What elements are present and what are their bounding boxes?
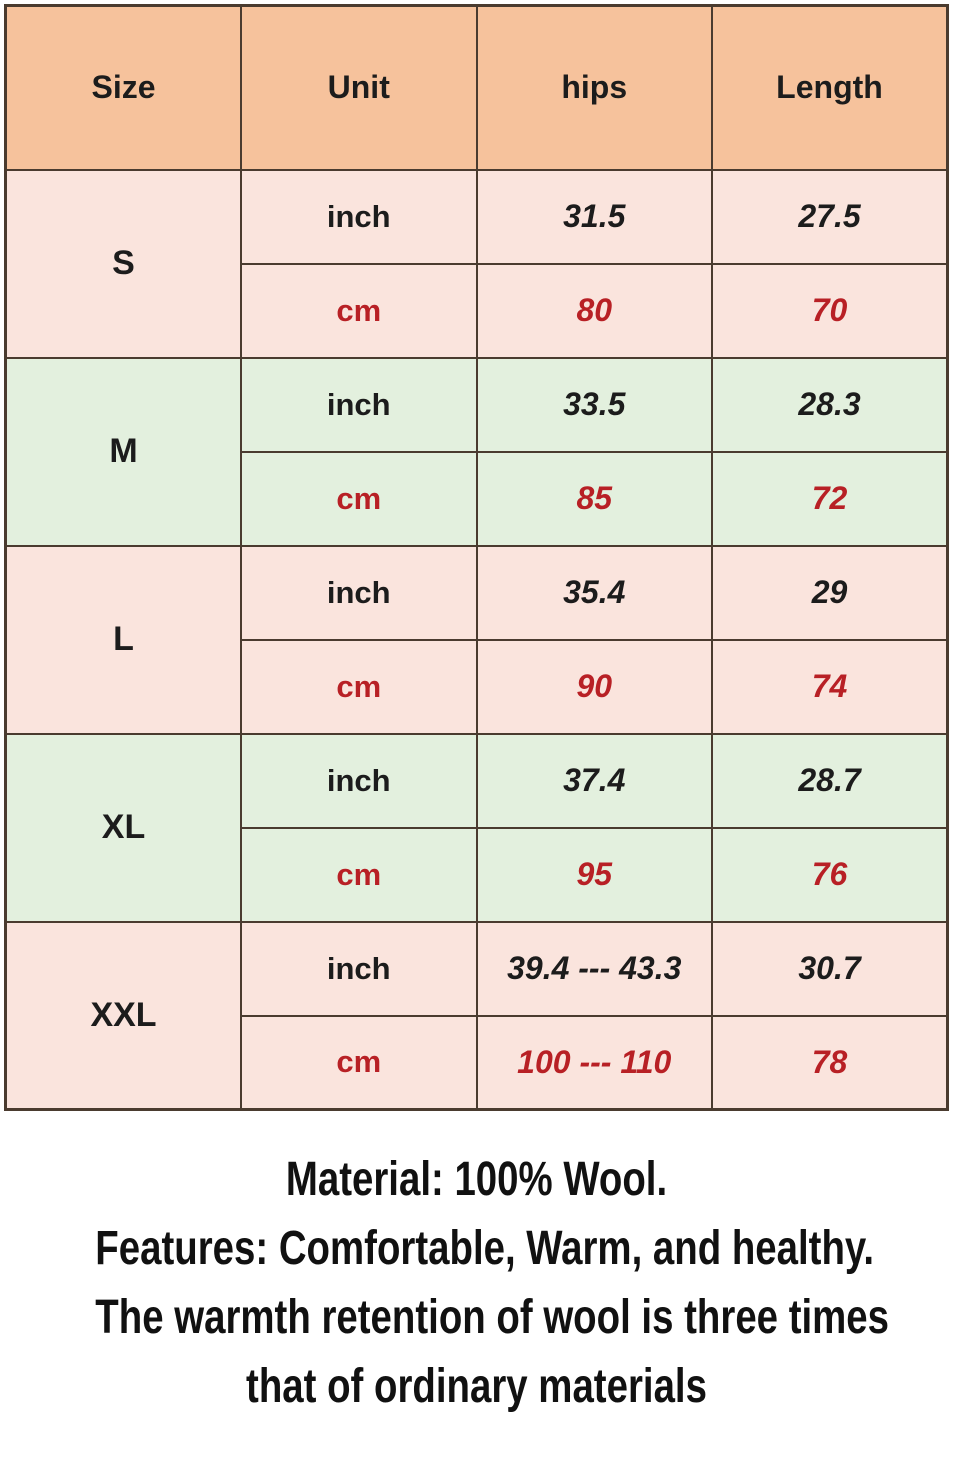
cell-xxl-cm-unit: cm [240, 1014, 478, 1111]
row-m-inch: M inch 33.5 28.3 [4, 356, 949, 547]
note-warmth-line-2: that of ordinary materials [246, 1360, 707, 1413]
cell-m-inch-unit: inch [240, 356, 478, 453]
cell-xxl-cm-length: 78 [711, 1014, 949, 1111]
cell-xl-cm-hips: 95 [475, 826, 713, 923]
cell-xxl-cm-hips: 100 --- 110 [475, 1014, 713, 1111]
header-cell-length: Length [711, 4, 949, 171]
row-m-cm: cm 85 72 [5, 450, 949, 547]
cell-s-cm-length: 70 [711, 262, 949, 359]
header-cell-size: Size [4, 4, 242, 171]
cell-m-inch-hips: 33.5 [475, 356, 713, 453]
note-material: Material: 100% Wool. [285, 1153, 668, 1206]
cell-l-inch-hips: 35.4 [475, 544, 713, 641]
cell-xl-cm-unit: cm [240, 826, 478, 923]
cell-m-cm-unit: cm [240, 450, 478, 547]
cell-xl-inch-unit: inch [240, 732, 478, 829]
cell-l-inch-unit: inch [240, 544, 478, 641]
cell-xl-inch-length: 28.7 [711, 732, 949, 829]
size-chart-table: Size Unit hips Length S inch 31.5 27.5 c… [4, 4, 949, 1111]
cell-xxl-inch-length: 30.7 [711, 920, 949, 1017]
note-features: Features: Comfortable, Warm, and healthy… [95, 1222, 875, 1275]
cell-m-inch-length: 28.3 [711, 356, 949, 453]
cell-s-cm-unit: cm [240, 262, 478, 359]
cell-xxl-inch-hips: 39.4 --- 43.3 [475, 920, 713, 1017]
header-cell-unit: Unit [240, 4, 478, 171]
header-cell-hips: hips [475, 4, 713, 171]
cell-l-cm-hips: 90 [475, 638, 713, 735]
cell-s-inch-length: 27.5 [711, 168, 949, 265]
cell-l-cm-unit: cm [240, 638, 478, 735]
row-s-inch: S inch 31.5 27.5 [4, 168, 949, 359]
cell-xxl-inch-unit: inch [240, 920, 478, 1017]
product-notes: Material: 100% Wool. Features: Comfortab… [0, 1111, 953, 1421]
row-l-inch: L inch 35.4 29 [4, 544, 949, 735]
cell-s-size: S [4, 168, 242, 359]
note-warmth-line-1: The warmth retention of wool is three ti… [95, 1291, 890, 1344]
size-chart-page: Size Unit hips Length S inch 31.5 27.5 c… [0, 4, 953, 1466]
row-xxl-inch: XXL inch 39.4 --- 43.3 30.7 [4, 920, 949, 1111]
cell-m-cm-length: 72 [711, 450, 949, 547]
cell-xl-size: XL [4, 732, 242, 923]
cell-s-inch-hips: 31.5 [475, 168, 713, 265]
row-s-cm: cm 80 70 [5, 262, 949, 359]
row-xl-inch: XL inch 37.4 28.7 [4, 732, 949, 923]
cell-xl-cm-length: 76 [711, 826, 949, 923]
cell-m-size: M [4, 356, 242, 547]
cell-l-size: L [4, 544, 242, 735]
cell-xl-inch-hips: 37.4 [475, 732, 713, 829]
cell-l-inch-length: 29 [711, 544, 949, 641]
cell-s-cm-hips: 80 [475, 262, 713, 359]
row-xl-cm: cm 95 76 [5, 826, 949, 923]
cell-m-cm-hips: 85 [475, 450, 713, 547]
cell-l-cm-length: 74 [711, 638, 949, 735]
table-header-row: Size Unit hips Length [4, 4, 949, 171]
cell-xxl-size: XXL [4, 920, 242, 1111]
cell-s-inch-unit: inch [240, 168, 478, 265]
